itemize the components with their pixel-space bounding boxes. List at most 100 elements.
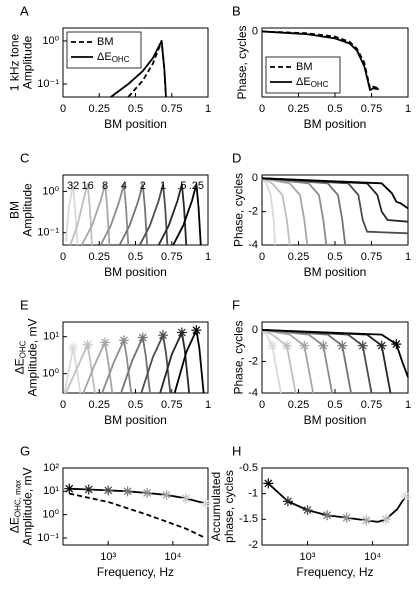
- x-axis-label: BM position: [304, 117, 367, 131]
- x-tick-label: 0.5: [128, 399, 143, 411]
- x-tick-label: 10⁴: [164, 551, 181, 563]
- star-marker: [391, 339, 402, 350]
- x-tick-label: 0.25: [288, 103, 309, 115]
- panel-label: B: [232, 3, 241, 18]
- star-marker: [357, 340, 368, 351]
- star-marker: [103, 485, 114, 496]
- star-marker: [200, 498, 211, 509]
- y-tick-label: -2: [248, 355, 258, 367]
- star-marker: [281, 340, 292, 351]
- star-marker: [122, 486, 133, 497]
- legend-label: BM: [97, 36, 114, 48]
- star-marker: [337, 340, 348, 351]
- x-tick-label: 1: [405, 251, 411, 263]
- star-marker: [176, 327, 187, 338]
- x-tick-label: 0.5: [128, 251, 143, 263]
- series-line: [157, 183, 188, 246]
- y-axis-label: Amplitude: [20, 183, 34, 237]
- series-line: [69, 183, 93, 246]
- y-axis-label: ΔEOHC, max: [7, 480, 22, 533]
- series-line: [65, 183, 79, 246]
- x-tick-label: 10³: [300, 551, 316, 563]
- plot-frame: [261, 467, 409, 546]
- series-line: [267, 482, 407, 523]
- y-tick-label: 10⁰: [42, 185, 59, 197]
- y-tick-label: 10⁰: [42, 35, 59, 47]
- series-line: [139, 183, 169, 246]
- curve-label: 16: [82, 180, 94, 192]
- star-marker: [64, 483, 75, 494]
- x-tick-label: 0.5: [327, 251, 342, 263]
- x-axis-label: BM position: [104, 265, 167, 279]
- x-tick-label: 10³: [100, 551, 116, 563]
- label-text: ΔE: [13, 358, 27, 374]
- star-marker: [161, 489, 172, 500]
- y-tick-label: 10⁰: [42, 368, 59, 380]
- y-axis-label: Accumulated: [209, 472, 223, 541]
- x-tick-label: 0.25: [288, 251, 309, 263]
- legend-subscript: OHC: [112, 55, 130, 64]
- x-tick-label: 0: [60, 251, 66, 263]
- x-tick-label: 0.75: [161, 399, 182, 411]
- series-line: [261, 177, 309, 246]
- x-tick-label: 0.75: [361, 399, 382, 411]
- y-axis-label: ΔEOHC: [13, 340, 28, 374]
- star-marker: [118, 335, 129, 346]
- star-marker: [302, 505, 313, 516]
- y-axis-label: 1 kHz tone: [7, 33, 21, 91]
- x-tick-label: 1: [405, 399, 411, 411]
- series-line: [65, 344, 96, 394]
- y-tick-label: 10²: [43, 462, 59, 474]
- x-tick-label: 0: [60, 103, 66, 115]
- x-axis-label: BM position: [304, 413, 367, 427]
- star-marker: [142, 487, 153, 498]
- series-line: [261, 30, 379, 91]
- x-tick-label: 1: [205, 399, 211, 411]
- x-tick-label: 0.25: [89, 103, 110, 115]
- y-tick-label: -0.5: [239, 462, 258, 474]
- x-tick-label: 0.25: [89, 251, 110, 263]
- panel-label: D: [232, 150, 241, 165]
- x-tick-label: 0.75: [361, 103, 382, 115]
- series-line: [261, 177, 291, 246]
- x-tick-label: 0: [259, 103, 265, 115]
- panel-label: C: [20, 150, 29, 165]
- label-text: ΔE: [7, 517, 21, 533]
- y-axis-label: Amplitude: [20, 36, 34, 90]
- series-line: [110, 40, 167, 98]
- curve-label: .25: [189, 180, 204, 192]
- series-line: [261, 30, 380, 90]
- legend-label: BM: [296, 61, 313, 73]
- curve-label: 32: [67, 180, 79, 192]
- star-marker: [318, 340, 329, 351]
- star-marker: [400, 491, 411, 502]
- y-axis-label: BM: [7, 201, 21, 219]
- legend-box: [265, 56, 341, 94]
- y-axis-label: Phase, cycles: [235, 25, 249, 99]
- y-tick-label: -4: [248, 239, 258, 251]
- star-marker: [137, 332, 148, 343]
- x-tick-label: 0.25: [288, 399, 309, 411]
- curve-label: 8: [102, 180, 108, 192]
- panel-label: A: [20, 3, 29, 18]
- panel-label: F: [232, 297, 240, 312]
- x-tick-label: 1: [405, 103, 411, 115]
- plot-frame: [261, 174, 409, 246]
- y-tick-label: 10¹: [43, 485, 59, 497]
- y-tick-label: -2: [248, 206, 258, 218]
- legend-label: ΔEOHC: [296, 76, 329, 89]
- curve-label: 2: [140, 180, 146, 192]
- x-tick-label: 10⁴: [364, 551, 381, 563]
- x-tick-label: 1: [205, 251, 211, 263]
- star-marker: [191, 325, 202, 336]
- x-tick-label: 0.75: [361, 251, 382, 263]
- star-marker: [100, 337, 111, 348]
- x-tick-label: 0.75: [161, 103, 182, 115]
- star-marker: [83, 484, 94, 495]
- y-tick-label: 10¹: [43, 331, 59, 343]
- star-marker: [82, 339, 93, 350]
- y-axis-label: Phase, cycles: [231, 320, 245, 394]
- y-tick-label: -1.5: [239, 513, 258, 525]
